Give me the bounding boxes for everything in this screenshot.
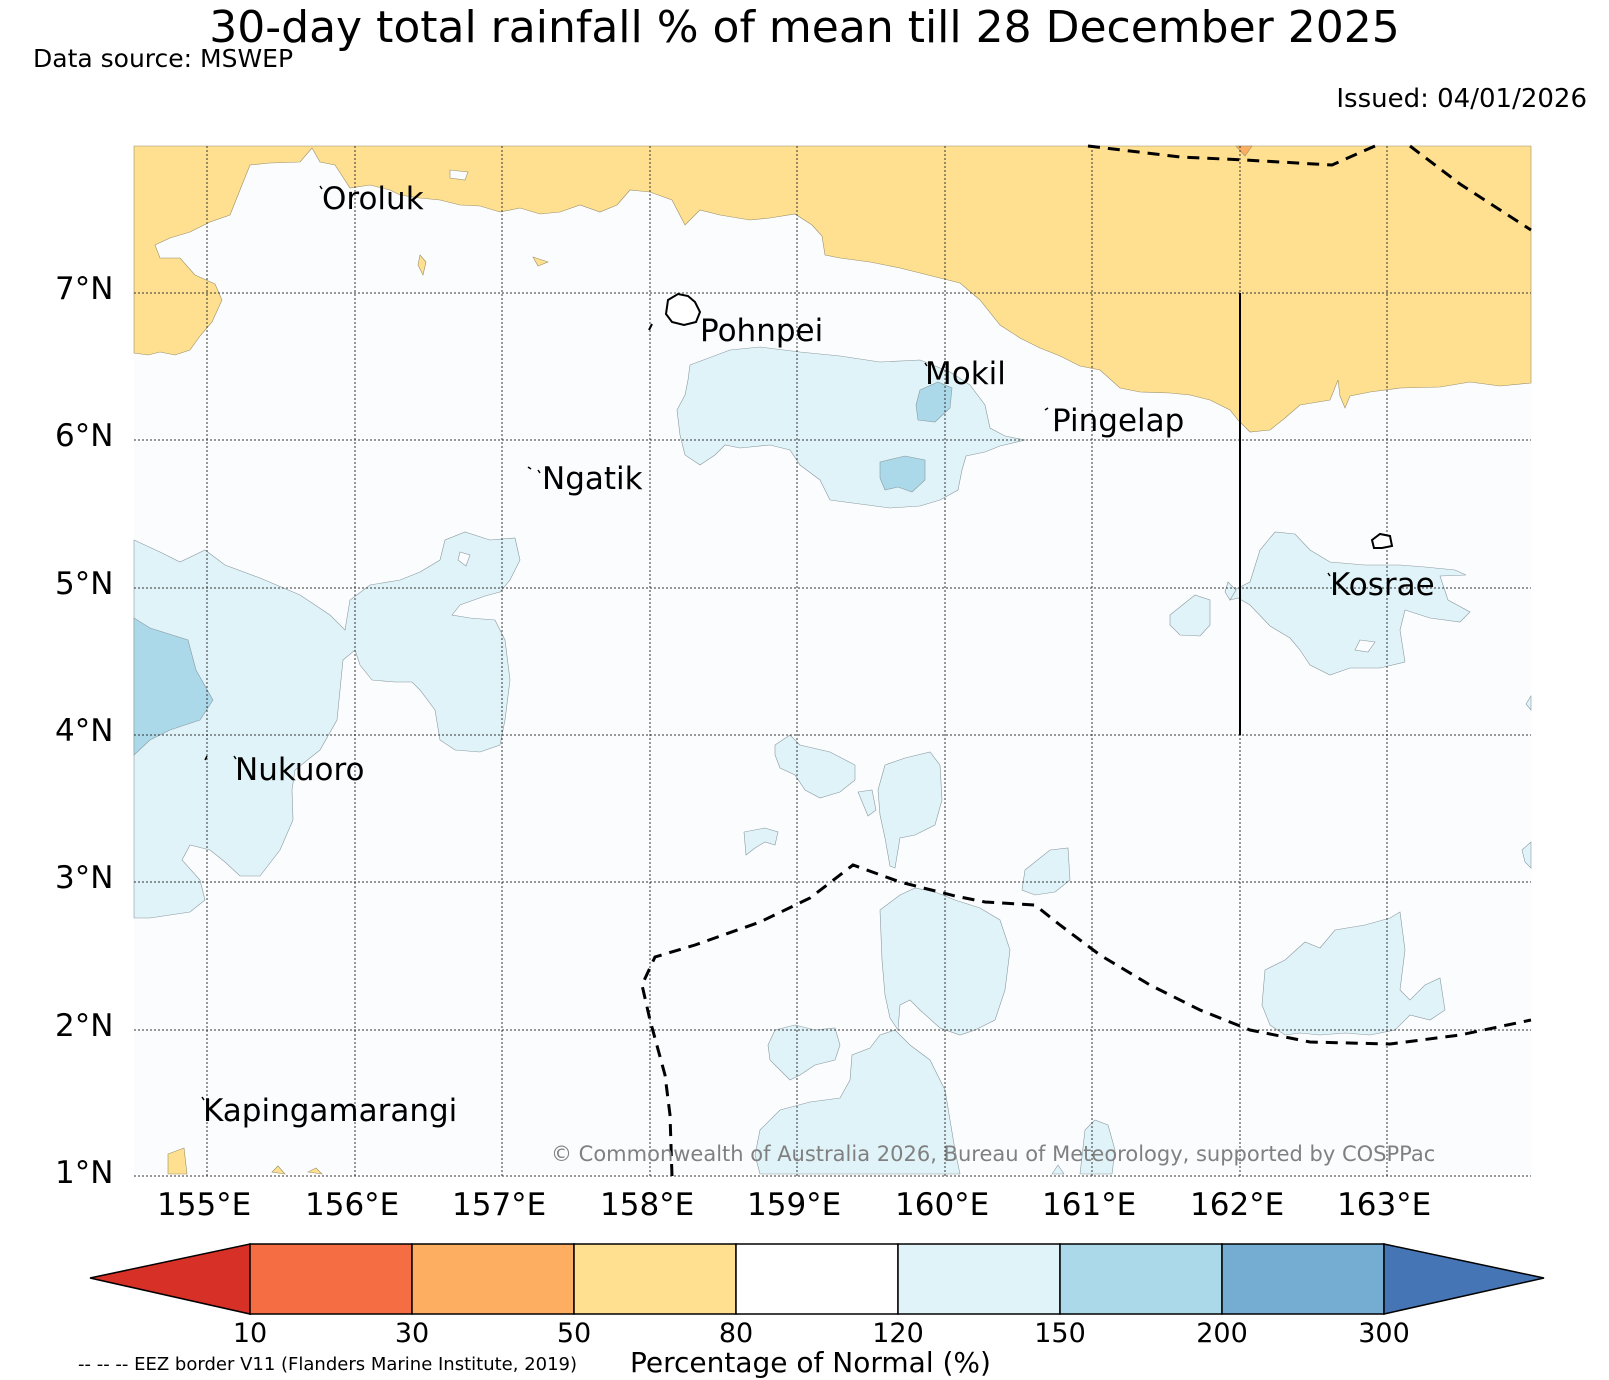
place-mokil: Mokil — [925, 356, 1006, 392]
place-pohnpei: Pohnpei — [700, 313, 824, 349]
wet-patch-south-4 — [1051, 1164, 1065, 1175]
wetter-patch-pohnpei-south — [879, 455, 926, 493]
wet-patch-c3 — [857, 789, 877, 817]
wet-patch-south-3 — [1079, 1119, 1116, 1175]
colorbar-80-120 — [735, 1243, 899, 1315]
colorbar-120-150 — [897, 1243, 1061, 1315]
place-kosrae: Kosrae — [1330, 567, 1435, 603]
colorbar-gt300 — [1383, 1243, 1545, 1315]
lon-label-155e: 155°E — [157, 1187, 252, 1223]
lat-label-4n: 4°N — [55, 713, 114, 749]
data-source: Data source: MSWEP — [33, 44, 294, 73]
colorbar-tick-300: 300 — [1358, 1318, 1410, 1349]
wet-patch-c5 — [1021, 847, 1071, 896]
wet-hole-kosrae — [1354, 639, 1376, 653]
colorbar-tick-80: 80 — [718, 1318, 754, 1349]
lon-label-157e: 157°E — [452, 1187, 547, 1223]
lat-label-1n: 1°N — [55, 1155, 114, 1191]
dry-patch-south-3 — [307, 1167, 323, 1175]
eez-border-note: -- -- -- EEZ border V11 (Flanders Marine… — [78, 1354, 578, 1375]
place-kapingamarangi: Kapingamarangi — [203, 1093, 458, 1129]
dry-patch-south-1 — [167, 1147, 188, 1175]
colorbar — [89, 1243, 1545, 1315]
eez-borders — [640, 144, 1532, 1177]
colorbar-lt10 — [89, 1243, 251, 1315]
place-pingelap: Pingelap — [1052, 403, 1185, 439]
place-nukuoro: Nukuoro — [235, 752, 365, 788]
pohnpei-island-shape — [664, 292, 702, 327]
wet-region-west — [133, 531, 521, 919]
lon-label-163e: 163°E — [1337, 1187, 1432, 1223]
lon-label-156e: 156°E — [305, 1187, 400, 1223]
copyright-notice: © Commonwealth of Australia 2026, Bureau… — [551, 1142, 1436, 1166]
colorbar-tick-50: 50 — [556, 1318, 592, 1349]
dry-patch-2 — [532, 256, 549, 267]
map-title: 30-day total rainfall % of mean till 28 … — [209, 2, 1400, 53]
atoll-markers — [201, 185, 1331, 1101]
colorbar-tick-120: 120 — [872, 1318, 924, 1349]
place-ngatik: Ngatik — [542, 461, 643, 497]
wet-hole-west — [457, 551, 471, 567]
lat-label-5n: 5°N — [55, 566, 114, 602]
colorbar-tick-150: 150 — [1034, 1318, 1086, 1349]
wet-patch-east-1 — [1521, 841, 1532, 869]
colorbar-50-80 — [573, 1243, 737, 1315]
dry-patch-1 — [417, 254, 427, 276]
wet-region-kosrae — [1229, 531, 1471, 676]
place-oroluk: Oroluk — [322, 181, 424, 217]
wet-region-south-2 — [754, 1029, 961, 1175]
kosrae-island-shape — [1370, 532, 1394, 549]
wet-patch-kosrae-west-2 — [1224, 581, 1237, 601]
ant-atoll-mark — [648, 323, 653, 331]
wet-patch-c1 — [774, 734, 856, 799]
lon-label-159e: 159°E — [747, 1187, 842, 1223]
wet-patch-c2 — [877, 751, 943, 869]
lat-label-7n: 7°N — [55, 271, 114, 307]
wet-patch-kosrae-west — [1169, 594, 1211, 637]
lon-label-161e: 161°E — [1042, 1187, 1137, 1223]
dry-region-north — [133, 145, 1532, 433]
colorbar-label: Percentage of Normal (%) — [630, 1346, 991, 1379]
dry-hole-1 — [449, 169, 469, 181]
colorbar-10-30 — [249, 1243, 413, 1315]
colorbar-30-50 — [411, 1243, 575, 1315]
graticule — [134, 146, 1531, 1177]
lon-label-160e: 160°E — [895, 1187, 990, 1223]
colorbar-150-200 — [1059, 1243, 1223, 1315]
lat-label-6n: 6°N — [55, 418, 114, 454]
wetter-patch-mokil — [915, 381, 953, 423]
lat-label-3n: 3°N — [55, 860, 114, 896]
issued-date: Issued: 04/01/2026 — [1336, 84, 1587, 114]
wet-patch-east-2 — [1525, 694, 1532, 711]
lat-label-2n: 2°N — [55, 1008, 114, 1044]
lon-label-162e: 162°E — [1190, 1187, 1285, 1223]
colorbar-tick-10: 10 — [232, 1318, 268, 1349]
lon-label-158e: 158°E — [600, 1187, 695, 1223]
wet-region-southeast — [1261, 911, 1446, 1036]
colorbar-200-300 — [1221, 1243, 1385, 1315]
colorbar-tick-200: 200 — [1196, 1318, 1248, 1349]
colorbar-tick-30: 30 — [394, 1318, 430, 1349]
dry-patch-south-2 — [271, 1165, 286, 1175]
wet-patch-c4 — [743, 827, 779, 856]
